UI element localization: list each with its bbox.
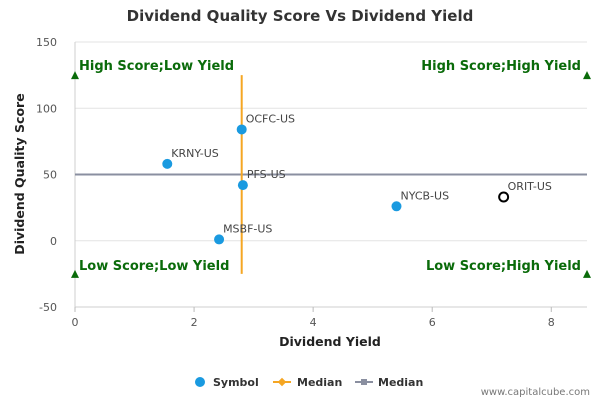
y-tick-label: 50 [43, 169, 57, 182]
legend-item-median-vertical[interactable]: Median [273, 376, 342, 389]
legend-median-diamond [277, 377, 287, 387]
legend-label-symbol: Symbol [213, 376, 259, 389]
x-tick-label: 8 [548, 316, 555, 329]
x-axis-title: Dividend Yield [279, 334, 381, 349]
x-tick-label: 0 [72, 316, 79, 329]
data-point [214, 234, 225, 245]
quadrant-label-bottom-left: Low Score;Low Yield [79, 259, 229, 274]
y-tick-label: 100 [36, 102, 57, 115]
data-points: OCFC-US KRNY-US PFS-US MSBF-US NYCB-US ORIT-U… [162, 112, 552, 245]
y-axis-title: Dividend Quality Score [12, 93, 27, 254]
quadrant-label-top-left: High Score;Low Yield [79, 59, 234, 74]
quadrant-label-bottom-right: Low Score;High Yield [426, 259, 581, 274]
quadrant-triangle-marker [583, 269, 591, 278]
quadrant-triangle-marker [583, 71, 591, 80]
x-axis-ticks: 0 2 4 6 8 [72, 307, 555, 329]
data-point-label: OCFC-US [246, 112, 295, 125]
x-tick-label: 6 [429, 316, 436, 329]
data-point [391, 201, 402, 212]
x-tick-label: 2 [191, 316, 198, 329]
quadrant-triangle-marker [71, 269, 79, 278]
legend[interactable]: Symbol Median Median [195, 376, 423, 389]
data-point-label: KRNY-US [171, 147, 219, 160]
legend-symbol-dot [195, 377, 205, 387]
y-tick-label: 0 [50, 235, 57, 248]
quadrant-markers [71, 71, 591, 278]
data-point-highlight [498, 191, 510, 203]
legend-item-median-horizontal[interactable]: Median [355, 376, 423, 389]
source-credit: www.capitalcube.com [481, 387, 590, 398]
legend-median-square [361, 379, 367, 385]
legend-label-median-horizontal: Median [378, 376, 423, 389]
data-point [162, 158, 173, 169]
data-point-label: MSBF-US [223, 222, 272, 235]
chart-title: Dividend Quality Score Vs Dividend Yield [127, 7, 474, 25]
data-point-label: ORIT-US [508, 180, 552, 193]
y-axis-ticks: 150 100 50 0 -50 [36, 36, 57, 314]
y-tick-label: 150 [36, 36, 57, 49]
y-tick-label: -50 [39, 301, 57, 314]
data-point [237, 180, 248, 191]
legend-label-median-vertical: Median [297, 376, 342, 389]
median-lines [75, 75, 587, 274]
x-tick-label: 4 [310, 316, 317, 329]
data-point-label: NYCB-US [400, 189, 449, 202]
legend-item-symbol[interactable]: Symbol [195, 376, 259, 389]
data-point [236, 124, 247, 135]
quadrant-triangle-marker [71, 71, 79, 80]
data-point-label: PFS-US [247, 168, 286, 181]
quadrant-label-top-right: High Score;High Yield [421, 59, 581, 74]
